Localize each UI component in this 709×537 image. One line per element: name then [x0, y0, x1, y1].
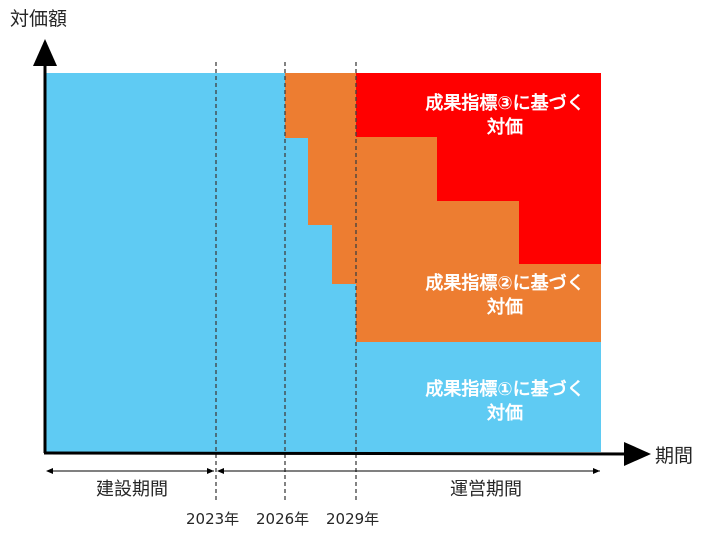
kpi3-label: 成果指標③に基づく 対価 [395, 92, 615, 140]
kpi1-label: 成果指標①に基づく 対価 [395, 378, 615, 426]
kpi1-label-line1: 成果指標①に基づく [425, 379, 585, 400]
kpi2-label-line1: 成果指標②に基づく [425, 273, 585, 294]
y-axis-label: 対価額 [10, 8, 68, 30]
kpi1-label-line2: 対価 [487, 403, 523, 424]
year-label-2029: 2029年 [326, 510, 380, 528]
year-dividers [215, 62, 357, 500]
x-axis-label: 期間 [655, 445, 694, 467]
kpi3-label-line2: 対価 [487, 117, 523, 138]
kpi2-label: 成果指標②に基づく 対価 [395, 272, 615, 320]
construction-period-label: 建設期間 [96, 479, 168, 500]
kpi2-label-line2: 対価 [487, 297, 523, 318]
kpi3-region [356, 73, 601, 264]
year-label-2026: 2026年 [256, 510, 310, 528]
kpi3-label-line1: 成果指標③に基づく [425, 93, 585, 114]
x-axis [43, 441, 651, 466]
operation-period-label: 運営期間 [450, 479, 522, 500]
year-label-2023: 2023年 [186, 510, 240, 528]
